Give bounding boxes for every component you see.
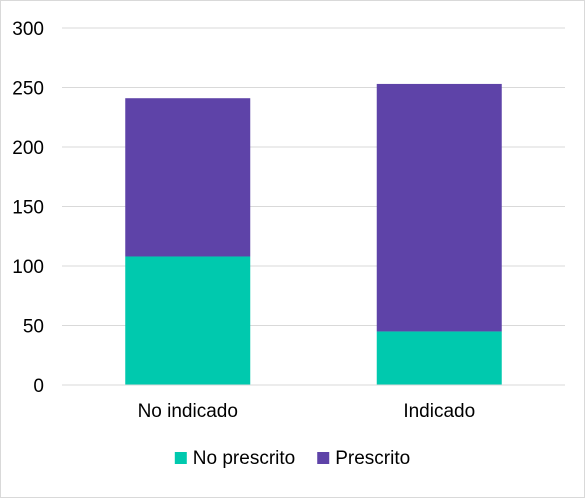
y-axis-tick-labels: 0 50 100 150 200 250 300 [12,19,44,397]
legend-item: Prescrito [317,448,410,469]
y-tick-label: 200 [12,138,44,159]
bar-segment [125,98,251,257]
bar-segment [125,256,251,385]
bar-segment [376,331,502,385]
x-axis-category-labels: No indicado Indicado [138,401,476,422]
legend-swatch [317,452,330,464]
y-tick-label: 250 [12,79,44,100]
legend-item: No prescrito [174,448,295,469]
legend-swatch [174,452,187,464]
legend-label: No prescrito [193,448,295,469]
y-tick-label: 0 [33,376,44,397]
y-tick-label: 150 [12,198,44,219]
y-tick-label: 100 [12,257,44,278]
x-category-label: Indicado [403,401,475,422]
x-category-label: No indicado [138,401,238,422]
bars [125,83,502,385]
y-tick-label: 50 [23,317,44,338]
bar-segment [376,83,502,332]
legend-label: Prescrito [335,448,410,469]
legend: No prescrito Prescrito [174,448,410,469]
y-tick-label: 300 [12,19,44,40]
